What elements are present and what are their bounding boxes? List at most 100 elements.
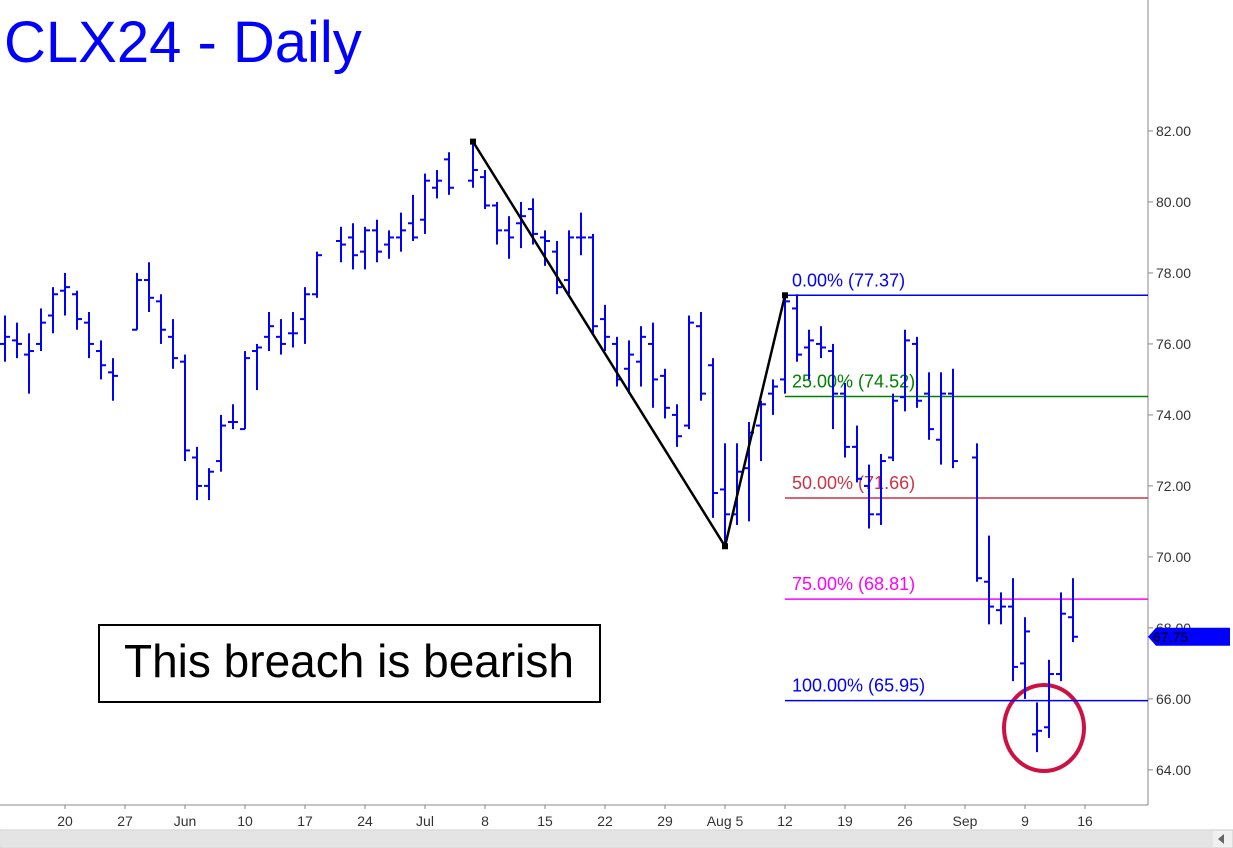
ohlc-bar [924, 372, 934, 440]
x-tick-label: 10 [237, 813, 253, 829]
ohlc-bar [444, 152, 454, 195]
ohlc-bar [168, 319, 178, 369]
ohlc-bar [360, 226, 370, 270]
ohlc-bar [600, 304, 610, 352]
ohlc-bar [948, 368, 958, 469]
x-tick-label: 19 [837, 813, 853, 829]
ohlc-bar [840, 382, 850, 458]
highlight-circle [1002, 683, 1086, 773]
ohlc-bar [996, 592, 1006, 625]
ohlc-bar [792, 294, 802, 362]
ohlc-bar [708, 358, 718, 518]
y-tick-label: 72.00 [1156, 478, 1191, 494]
x-tick-label: 16 [1077, 813, 1093, 829]
x-tick-label: Jun [174, 813, 197, 829]
ohlc-bar [516, 201, 526, 249]
ohlc-bar [672, 404, 682, 447]
y-tick-label: 66.00 [1156, 691, 1191, 707]
x-tick-label: 9 [1021, 813, 1029, 829]
ohlc-bar [144, 262, 154, 312]
fib-label: 100.00% (65.95) [792, 676, 925, 696]
annotation-box [98, 624, 601, 703]
ohlc-bar [864, 464, 874, 529]
last-price-label: 67.75 [1153, 629, 1188, 645]
fib-label: 75.00% (68.81) [792, 574, 915, 594]
ohlc-bar [156, 294, 166, 344]
ohlc-bar [0, 315, 10, 362]
ohlc-bar [804, 329, 814, 380]
x-tick-label: 17 [297, 813, 313, 829]
ohlc-bar [936, 372, 946, 465]
x-tick-label: Sep [953, 813, 978, 829]
ohlc-bar [552, 241, 562, 295]
ohlc-bar [828, 343, 838, 430]
ohlc-bar [900, 329, 910, 412]
ohlc-bar [252, 343, 262, 391]
ohlc-bar [96, 340, 106, 380]
ohlc-bar [228, 404, 238, 430]
fib-label: 25.00% (74.52) [792, 371, 915, 391]
ohlc-bar [1032, 702, 1042, 753]
ohlc-bar [1008, 578, 1018, 682]
ohlc-bar [408, 194, 418, 242]
ohlc-bar [684, 315, 694, 430]
ohlc-bar [60, 272, 70, 316]
ohlc-bar [984, 535, 994, 625]
ohlc-bar [36, 308, 46, 352]
ohlc-bar [180, 354, 190, 462]
x-tick-label: 29 [657, 813, 673, 829]
ohlc-bar [852, 425, 862, 483]
ohlc-bar [756, 400, 766, 462]
ohlc-bar [1020, 617, 1030, 699]
ohlc-bar [780, 295, 790, 394]
x-tick-label: 12 [777, 813, 793, 829]
ohlc-bar [192, 446, 202, 501]
fib-label: 0.00% (77.37) [792, 270, 905, 290]
ohlc-bar [696, 311, 706, 401]
ohlc-bar [132, 272, 142, 331]
ohlc-bar [768, 379, 778, 415]
ohlc-bar [72, 290, 82, 330]
ohlc-bar [492, 201, 502, 245]
x-tick-label: 22 [597, 813, 613, 829]
ohlc-bar [420, 173, 430, 234]
scrollbar-thumb[interactable] [0, 831, 1213, 847]
ohlc-bar [636, 326, 646, 387]
ohlc-bar [660, 368, 670, 419]
ohlc-bar [432, 170, 442, 199]
y-tick-label: 78.00 [1156, 265, 1191, 281]
swing-point [470, 138, 476, 145]
ohlc-bar [576, 212, 586, 256]
ohlc-bar [1056, 592, 1066, 682]
ohlc-bar [564, 230, 574, 295]
x-tick-label: 8 [481, 813, 489, 829]
ohlc-bar [816, 326, 826, 359]
ohlc-bar [720, 443, 730, 547]
ohlc-bar [300, 287, 310, 344]
x-tick-label: 15 [537, 813, 553, 829]
ohlc-bar [108, 358, 118, 401]
ohlc-bar [468, 141, 478, 188]
ohlc-bar [348, 223, 358, 270]
ohlc-bar [540, 230, 550, 266]
ohlc-bar [24, 333, 34, 394]
ohlc-bar [204, 468, 214, 501]
ohlc-bar [216, 414, 226, 472]
x-tick-label: 27 [117, 813, 133, 829]
y-tick-label: 82.00 [1156, 123, 1191, 139]
ohlc-bar [888, 393, 898, 462]
ohlc-bar [12, 322, 22, 359]
x-tick-label: 24 [357, 813, 373, 829]
plot-area: 64.0066.0068.0070.0072.0074.0076.0078.00… [0, 123, 1230, 829]
ohlc-bar [372, 219, 382, 263]
chart-title: CLX24 - Daily [4, 10, 362, 75]
ohlc-bar [312, 251, 322, 298]
scroll-arrow[interactable] [1218, 834, 1224, 844]
y-tick-label: 70.00 [1156, 549, 1191, 565]
ohlc-bar [912, 336, 922, 408]
ohlc-bar [624, 340, 634, 394]
ohlc-bar [972, 443, 982, 582]
ohlc-bar [288, 311, 298, 348]
